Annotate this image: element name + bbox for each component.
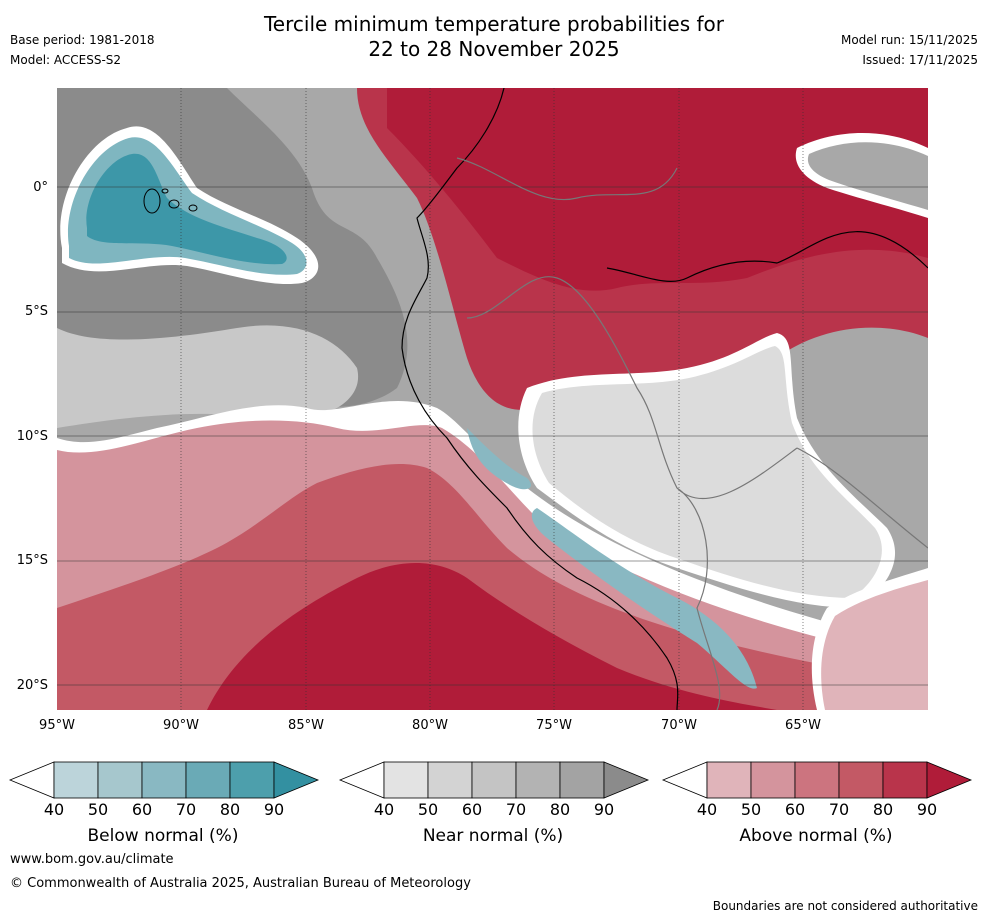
model-name: Model: ACCESS-S2 <box>10 53 122 67</box>
colorbar-near-segment <box>471 761 517 799</box>
colorbar-title-above: Above normal (%) <box>739 826 893 846</box>
colorbar-near-tick: 80 <box>549 800 571 819</box>
footer-disclaimer: Boundaries are not considered authoritat… <box>712 899 978 913</box>
colorbar-near-tick: 50 <box>417 800 439 819</box>
base-period: Base period: 1981-2018 <box>10 33 155 47</box>
colorbars <box>8 761 973 799</box>
below-normal-core <box>86 153 287 265</box>
colorbar-below-segment <box>185 761 231 799</box>
colorbar-below <box>8 761 320 799</box>
colorbar-above-segment <box>838 761 884 799</box>
below-normal-coastal-strip <box>467 428 757 689</box>
footer-url[interactable]: www.bom.gov.au/climate <box>10 852 174 867</box>
colorbar-above-tick: 40 <box>696 800 718 819</box>
meta-right: Model run: 15/11/2025 Issued: 17/11/2025 <box>841 30 978 70</box>
lat-label-0: 0° <box>33 180 48 195</box>
colorbar-above-tick: 60 <box>784 800 806 819</box>
title-line-2: 22 to 28 November 2025 <box>368 37 620 61</box>
lon-label-75w: 75°W <box>536 718 572 733</box>
near-normal-ne-fill <box>807 142 928 210</box>
national-borders <box>456 157 928 710</box>
colorbar-above-tick: 80 <box>872 800 894 819</box>
model-run: Model run: 15/11/2025 <box>840 33 978 47</box>
colorbar-above-under <box>661 761 708 799</box>
colorbar-below-segment <box>97 761 143 799</box>
colorbar-below-tick: 50 <box>87 800 109 819</box>
graticule <box>57 88 928 710</box>
colorbar-near-segment <box>383 761 429 799</box>
colorbar-above-tick: 90 <box>916 800 938 819</box>
lon-label-90w: 90°W <box>163 718 199 733</box>
lat-label-20s: 20°S <box>16 678 48 693</box>
colorbar-title-near: Near normal (%) <box>422 826 564 846</box>
amazon-river <box>606 231 928 282</box>
colorbar-below-tick: 80 <box>219 800 241 819</box>
lon-label-70w: 70°W <box>661 718 697 733</box>
lon-label-95w: 95°W <box>39 718 75 733</box>
colorbar-below-segment <box>53 761 99 799</box>
above-normal-sw-dark <box>207 563 777 710</box>
lon-label-65w: 65°W <box>785 718 821 733</box>
colorbar-near-tick: 70 <box>505 800 527 819</box>
colorbar-title-below: Below normal (%) <box>87 826 239 846</box>
colorbar-near-segment <box>559 761 605 799</box>
colorbar-below-over <box>273 761 320 799</box>
title-line-1: Tercile minimum temperature probabilitie… <box>263 12 725 36</box>
colorbar-below-segment <box>229 761 275 799</box>
colorbar-near-segment <box>515 761 561 799</box>
colorbar-above-tick: 50 <box>740 800 762 819</box>
colorbar-below-tick: 40 <box>43 800 65 819</box>
colorbar-below-tick: 60 <box>131 800 153 819</box>
galapagos-islands <box>143 188 198 214</box>
near-normal-light-region <box>57 325 359 428</box>
footer-copyright: © Commonwealth of Australia 2025, Austra… <box>10 876 471 891</box>
colorbar-near-under <box>338 761 385 799</box>
colorbar-near-over <box>603 761 650 799</box>
lat-label-10s: 10°S <box>16 429 48 444</box>
colorbar-above-segment <box>706 761 752 799</box>
above-normal-se-fill <box>821 580 928 710</box>
lon-label-80w: 80°W <box>412 718 448 733</box>
colorbar-above-segment <box>882 761 928 799</box>
colorbar-above-tick: 70 <box>828 800 850 819</box>
colorbar-near-tick: 40 <box>373 800 395 819</box>
map-title: Tercile minimum temperature probabilitie… <box>0 12 988 62</box>
lat-label-5s: 5°S <box>24 304 48 319</box>
colorbar-below-segment <box>141 761 187 799</box>
probability-map <box>57 88 928 710</box>
colorbar-near-segment <box>427 761 473 799</box>
near-normal-inland-fill <box>532 346 882 598</box>
colorbar-above-segment <box>794 761 840 799</box>
colorbar-above-over <box>926 761 973 799</box>
colorbar-near-tick: 60 <box>461 800 483 819</box>
issued-date: Issued: 17/11/2025 <box>862 53 978 67</box>
coastline <box>401 88 679 710</box>
meta-left: Base period: 1981-2018 Model: ACCESS-S2 <box>10 30 155 70</box>
colorbar-above-segment <box>750 761 796 799</box>
colorbar-below-tick: 90 <box>263 800 285 819</box>
colorbar-below-tick: 70 <box>175 800 197 819</box>
colorbar-near-tick: 90 <box>593 800 615 819</box>
colorbar-above <box>661 761 973 799</box>
colorbar-near <box>338 761 650 799</box>
colorbar-below-under <box>8 761 55 799</box>
lon-label-85w: 85°W <box>288 718 324 733</box>
lat-label-15s: 15°S <box>16 553 48 568</box>
